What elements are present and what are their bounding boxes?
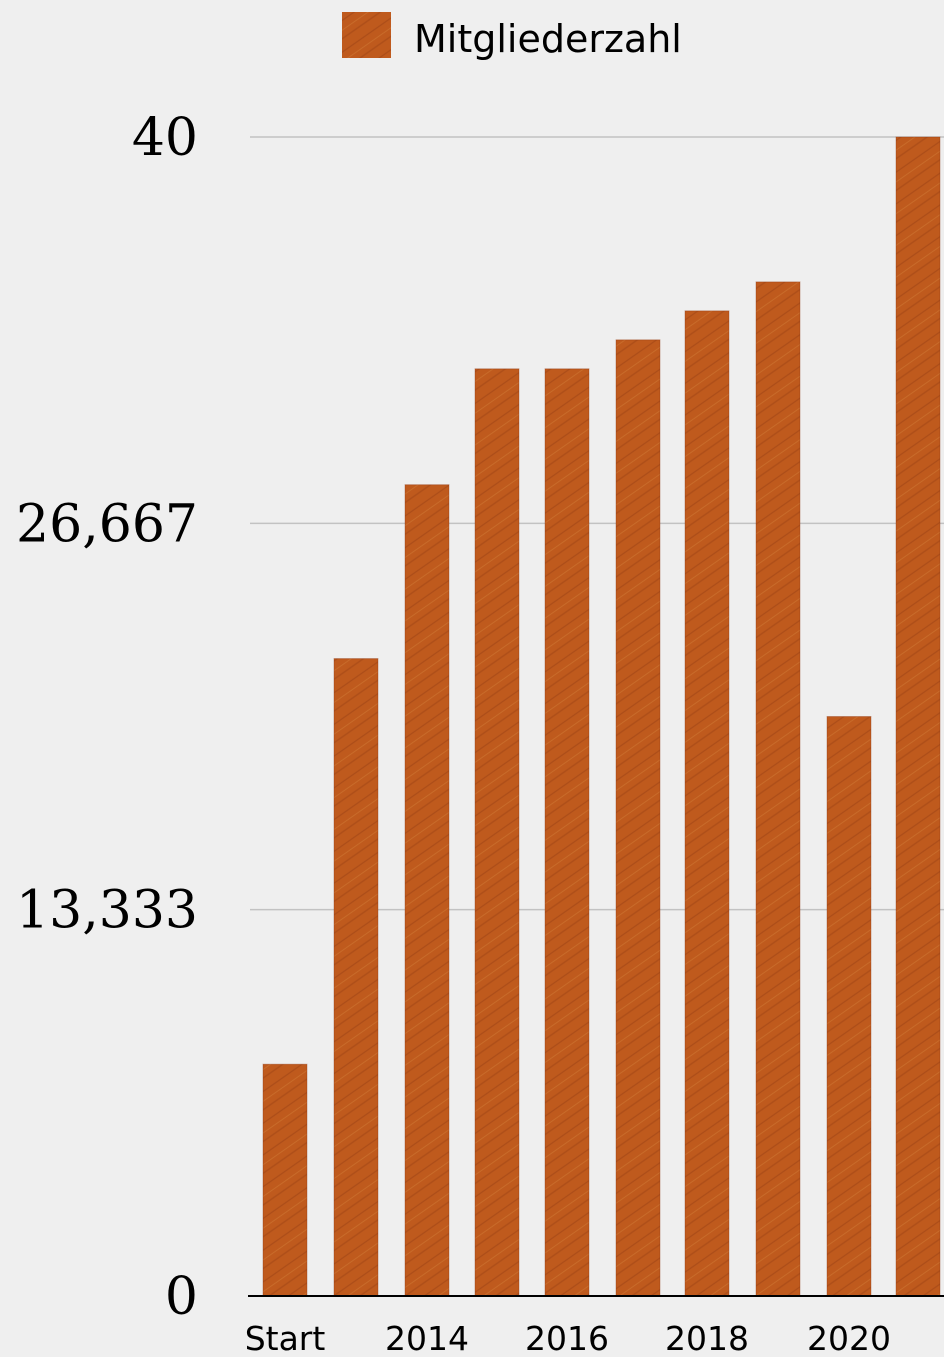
legend-swatch: [342, 12, 391, 58]
bar: [895, 136, 941, 1297]
x-tick-label: Start: [245, 1319, 326, 1357]
bar: [615, 339, 661, 1297]
bars: [262, 136, 941, 1297]
bar: [333, 658, 379, 1297]
bar: [826, 716, 872, 1297]
x-tick-label: 2016: [525, 1319, 609, 1357]
y-tick-label: 0: [165, 1267, 198, 1327]
legend-label: Mitgliederzahl: [414, 17, 682, 61]
y-axis-ticks: 0 13,333 26,667 40: [16, 108, 198, 1327]
x-tick-label: 2014: [385, 1319, 469, 1357]
legend: Mitgliederzahl: [342, 12, 682, 61]
bar: [755, 281, 801, 1297]
bar: [404, 484, 450, 1297]
x-tick-label: 2018: [665, 1319, 749, 1357]
bar: [684, 310, 730, 1297]
bar: [544, 368, 590, 1297]
bar: [474, 368, 520, 1297]
bar: [262, 1063, 308, 1297]
x-tick-label: 2020: [807, 1319, 891, 1357]
y-tick-label: 26,667: [16, 494, 198, 554]
y-tick-label: 13,333: [16, 881, 198, 941]
y-tick-label: 40: [132, 108, 198, 168]
x-axis-ticks: Start 2014 2016 2018 2020: [245, 1319, 891, 1357]
